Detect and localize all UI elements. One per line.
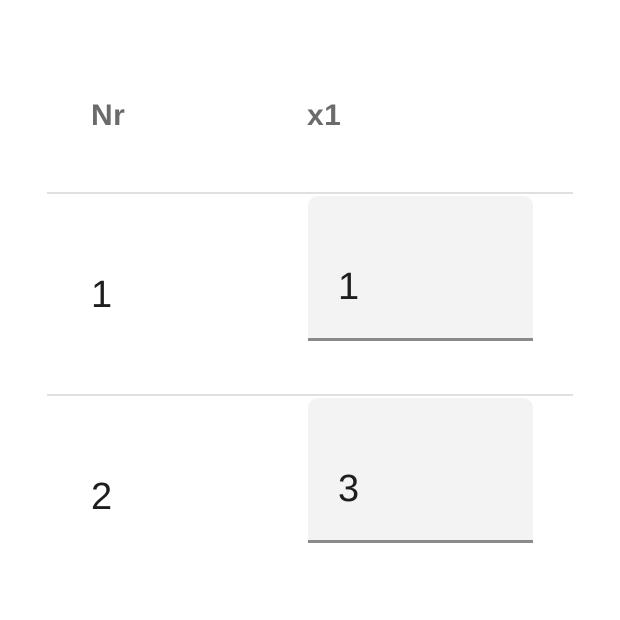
data-table: Nr x1 1 1 2 3 — [47, 0, 573, 598]
table-row: 2 3 — [47, 396, 573, 598]
table-header-row: Nr x1 — [47, 0, 573, 194]
column-header-nr[interactable]: Nr — [91, 99, 126, 132]
row-number-cell: 2 — [91, 476, 113, 518]
row-number-cell: 1 — [91, 274, 113, 316]
x1-input-field[interactable]: 3 — [308, 398, 533, 543]
x1-input-field[interactable]: 1 — [308, 196, 533, 341]
x1-input-value[interactable]: 3 — [338, 468, 360, 510]
column-header-x1[interactable]: x1 — [307, 99, 342, 132]
x1-input-value[interactable]: 1 — [338, 266, 360, 308]
table-row: 1 1 — [47, 194, 573, 396]
